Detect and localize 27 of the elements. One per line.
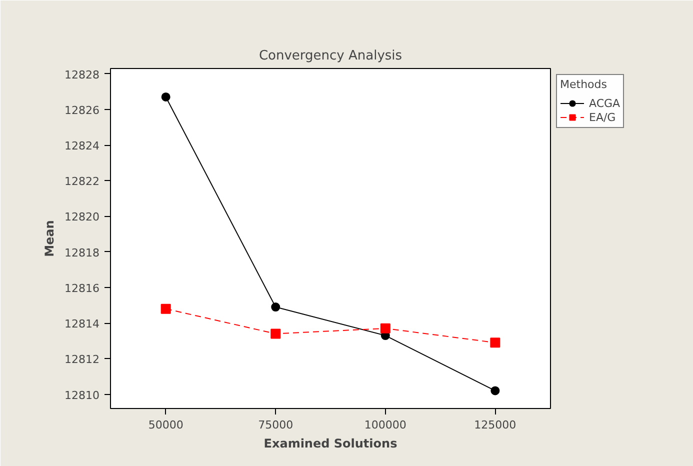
legend-label: EA/G [589, 110, 616, 124]
legend-label: ACGA [589, 96, 620, 110]
point [270, 328, 281, 339]
y-tick-label: 12822 [64, 175, 100, 188]
x-tick-label: 50000 [148, 418, 184, 432]
y-tick-label: 12826 [64, 104, 100, 117]
point [160, 304, 171, 314]
y-axis-title: Mean [42, 220, 57, 257]
y-tick-label: 12824 [64, 140, 100, 153]
x-tick-label: 75000 [258, 418, 294, 432]
y-tick-label: 12812 [64, 353, 100, 366]
y-tick-label: 12828 [64, 68, 100, 82]
y-tick-label: 12814 [64, 318, 100, 331]
chart-title: Convergency Analysis [258, 48, 402, 64]
point [490, 338, 500, 348]
point [380, 323, 390, 334]
point [161, 92, 170, 102]
legend-title: Methods [560, 78, 608, 91]
x-axis-title: Examined Solutions [264, 436, 398, 450]
point [490, 386, 500, 396]
y-tick-label: 12816 [64, 282, 100, 295]
y-tick-label: 12818 [64, 246, 100, 260]
x-tick-label: 100000 [364, 418, 406, 432]
x-tick-label: 125000 [474, 418, 516, 432]
point [271, 302, 280, 312]
y-tick-label: 12810 [64, 388, 100, 402]
y-tick-label: 12820 [64, 210, 100, 224]
